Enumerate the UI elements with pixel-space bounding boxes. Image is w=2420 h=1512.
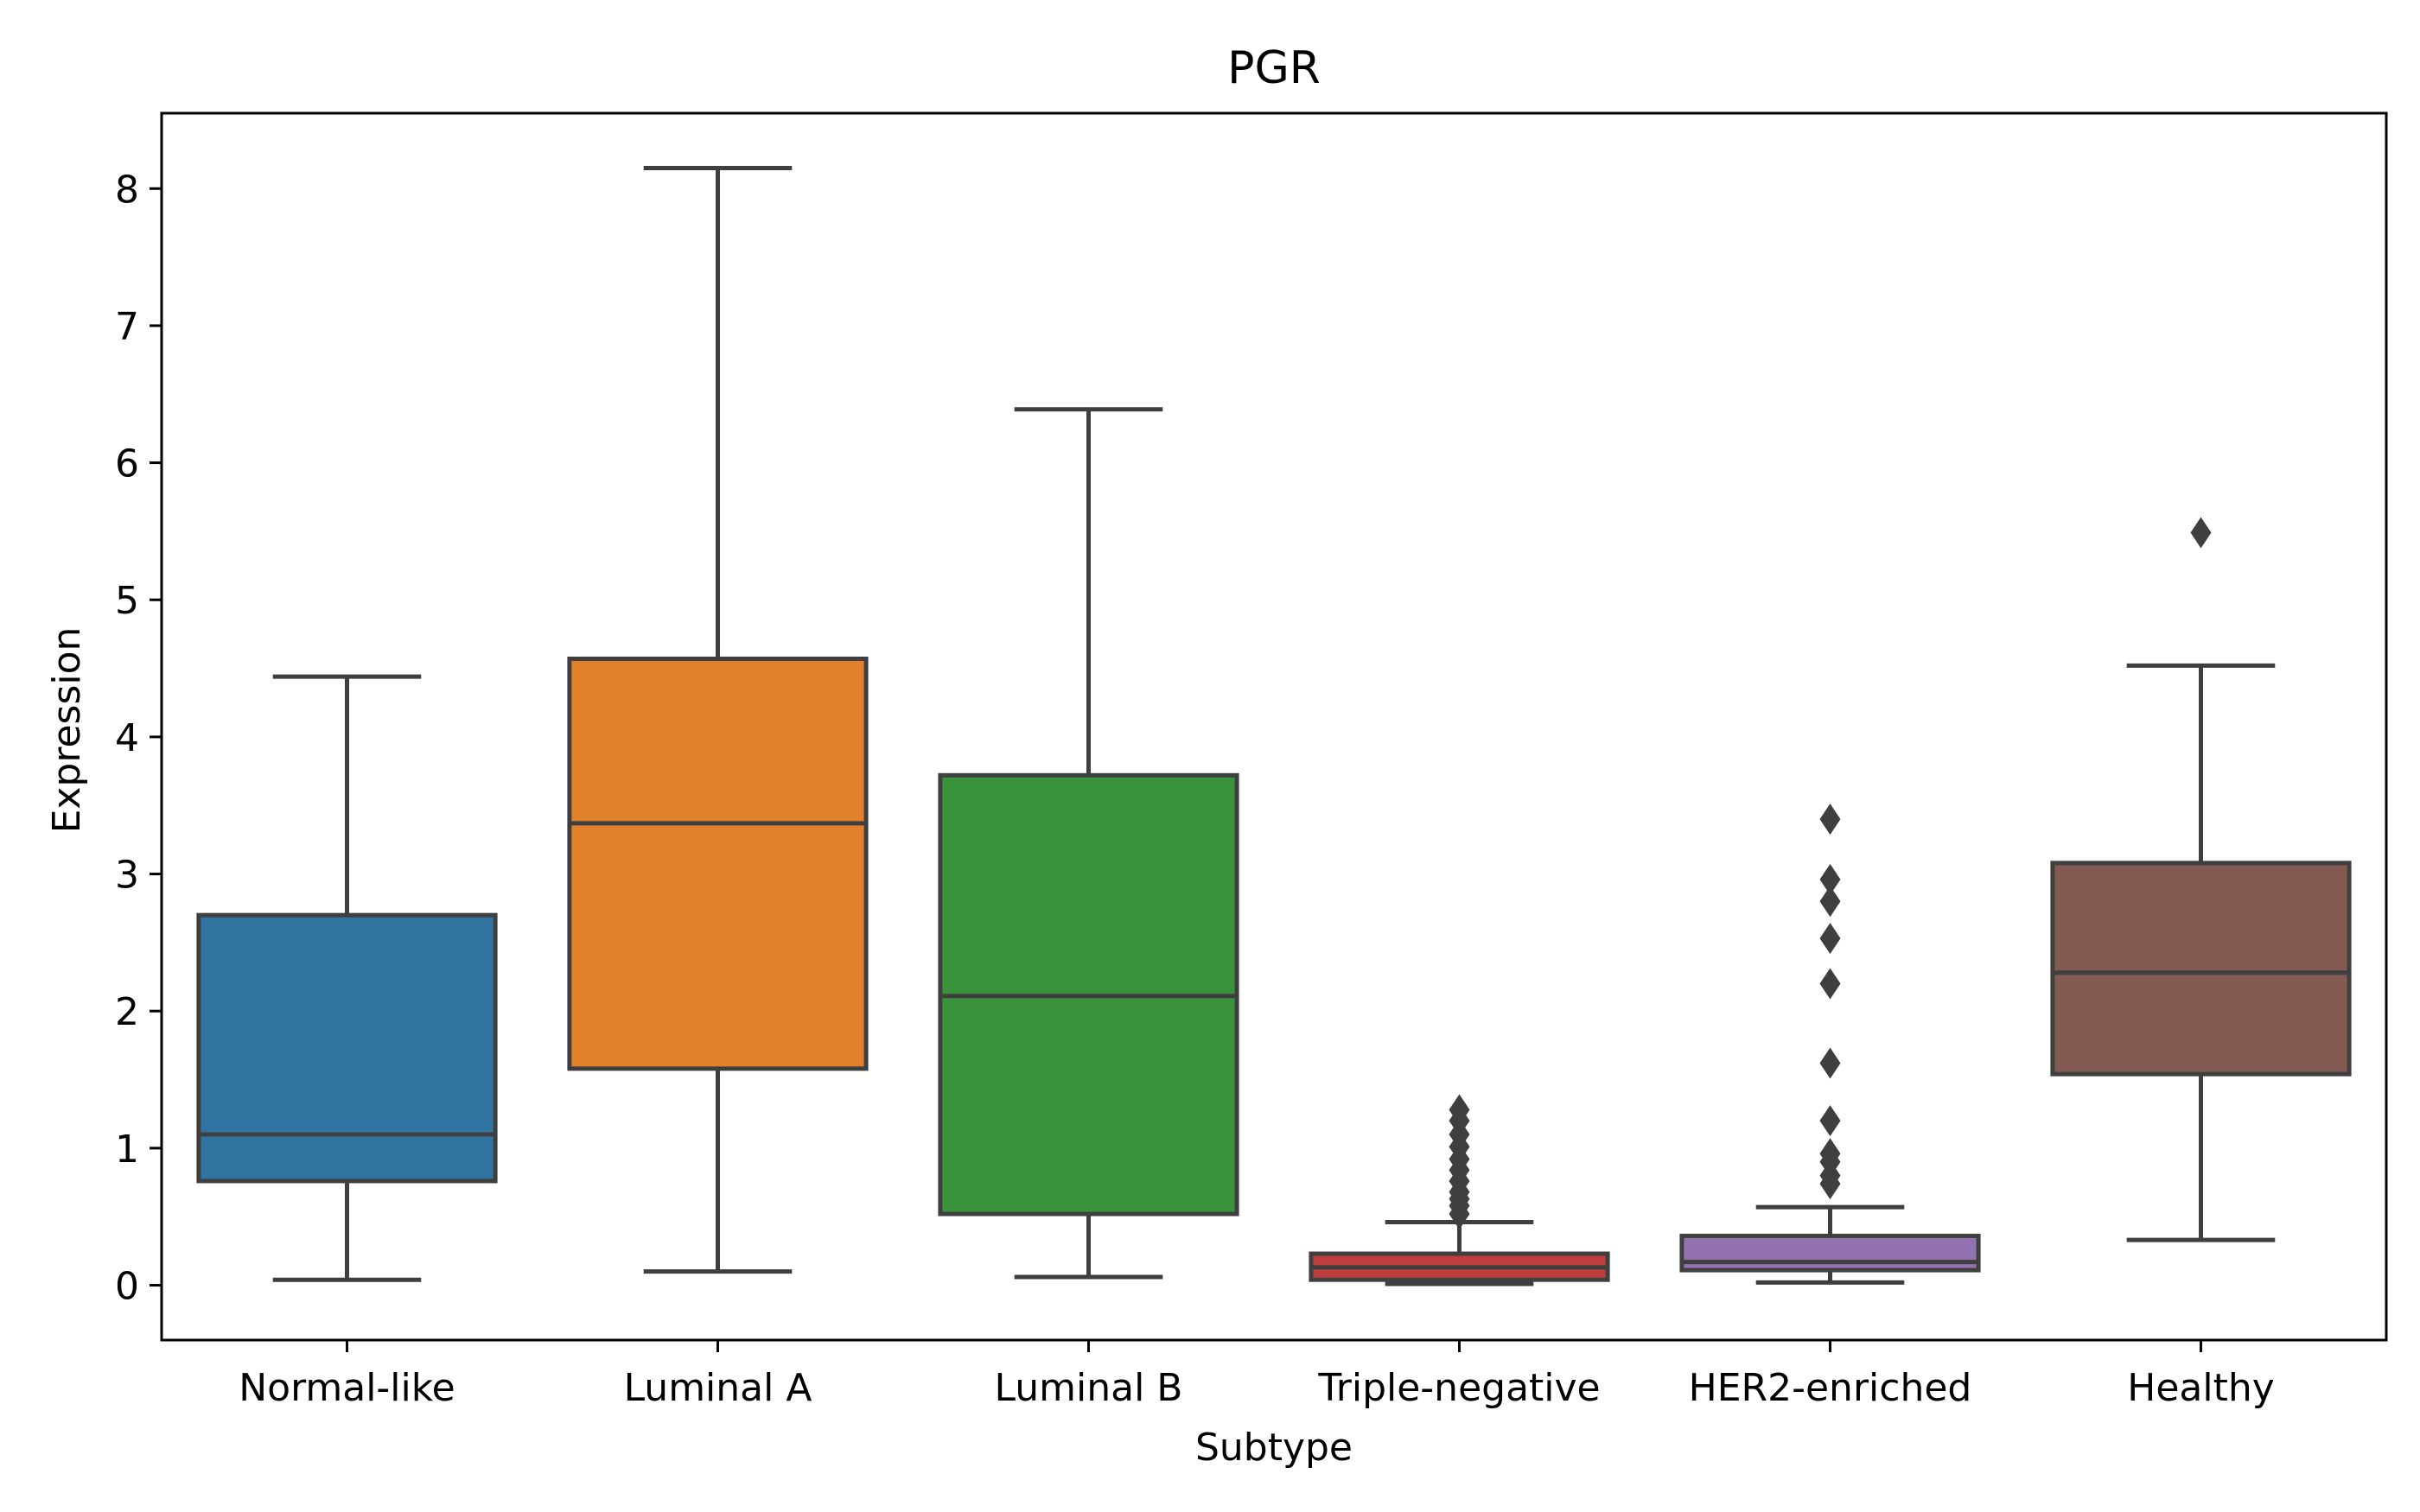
box-group-luminal-a: [567, 165, 869, 1274]
outlier-point: [1819, 968, 1841, 1000]
outlier-point: [2190, 517, 2212, 549]
x-tick-label: Luminal B: [995, 1366, 1183, 1410]
y-tick-label: 3: [115, 854, 139, 898]
outlier-point: [1819, 886, 1841, 918]
plot-frame: [160, 111, 2388, 1342]
box-iqr: [196, 912, 498, 1184]
chart-title: PGR: [1227, 42, 1321, 94]
y-axis: 0 1 2 3 4 5 6 7 8: [115, 168, 162, 1309]
y-tick-label: 6: [115, 442, 139, 486]
box-iqr: [2050, 861, 2352, 1077]
box-iqr: [1679, 1233, 1981, 1273]
y-tick-label: 1: [115, 1128, 139, 1172]
x-tick-label: Triple-negative: [1317, 1366, 1600, 1410]
box-group-healthy: [2050, 517, 2352, 1242]
box-group-luminal-b: [938, 407, 1239, 1280]
outlier-point: [1819, 1138, 1841, 1170]
box-group-triple-negative: [1309, 1094, 1610, 1286]
y-tick-label: 4: [115, 716, 139, 760]
y-tick-label: 8: [115, 168, 139, 212]
y-tick-label: 2: [115, 990, 139, 1034]
box-group-her2-enriched: [1679, 804, 1981, 1285]
y-tick-label: 7: [115, 305, 139, 349]
x-axis-label: Subtype: [1195, 1426, 1353, 1470]
box-group-normal-like: [196, 674, 498, 1282]
x-axis: Normal-like Luminal A Luminal B Triple-nega…: [239, 1340, 2275, 1410]
outlier-point: [1449, 1094, 1470, 1126]
x-tick-label: Healthy: [2127, 1366, 2275, 1410]
outlier-point: [1819, 804, 1841, 835]
outlier-point: [1819, 863, 1841, 895]
plot-area: [196, 165, 2352, 1286]
x-tick-label: Luminal A: [624, 1366, 812, 1410]
y-tick-label: 5: [115, 579, 139, 623]
y-axis-label: Expression: [45, 627, 89, 834]
outlier-point: [1819, 1047, 1841, 1079]
outlier-point: [1819, 923, 1841, 955]
x-tick-label: Normal-like: [239, 1366, 455, 1410]
x-tick-label: HER2-enriched: [1689, 1366, 1972, 1410]
outlier-point: [1819, 1105, 1841, 1137]
y-tick-label: 0: [115, 1265, 139, 1309]
box-iqr: [567, 656, 869, 1071]
